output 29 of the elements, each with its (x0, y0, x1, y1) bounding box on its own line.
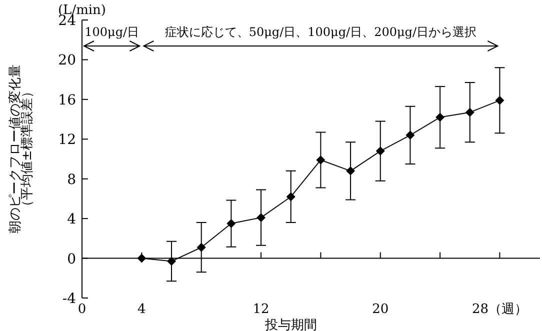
y-tick-label: 12 (58, 132, 76, 148)
point (316, 155, 326, 164)
y-tick-label: 16 (58, 92, 76, 108)
point (376, 146, 385, 156)
y-tick-label: 4 (67, 212, 76, 228)
annotation: 症状に応じて、50μg/日、100μg/日、200μg/日から選択 (164, 25, 477, 39)
point (436, 112, 445, 122)
point (196, 242, 206, 252)
x-tick-label: 0 (78, 302, 86, 317)
point (167, 256, 176, 266)
point (495, 96, 504, 105)
point (286, 192, 296, 202)
y-tick-label: 20 (58, 52, 76, 69)
y-tick-label: 24 (58, 13, 76, 29)
y-tick-label: -4 (62, 291, 76, 307)
x-axis-title: 投与期間 (264, 318, 317, 331)
point (406, 130, 415, 140)
y-tick-label: 8 (67, 172, 76, 188)
x-tick-label: 28（週） (472, 302, 528, 317)
x-tick-label: 20 (372, 302, 389, 317)
annotation: 100μg/日 (84, 25, 140, 39)
x-tick-label: 4 (138, 302, 146, 317)
point (226, 219, 236, 228)
y-tick-label: 0 (67, 251, 76, 268)
point (465, 108, 474, 117)
point (256, 213, 266, 222)
point (346, 166, 356, 176)
y-axis-title: 朝のピークフロー値の変化量（平均値±標準誤差） (7, 64, 35, 234)
x-tick-label: 12 (252, 302, 270, 317)
